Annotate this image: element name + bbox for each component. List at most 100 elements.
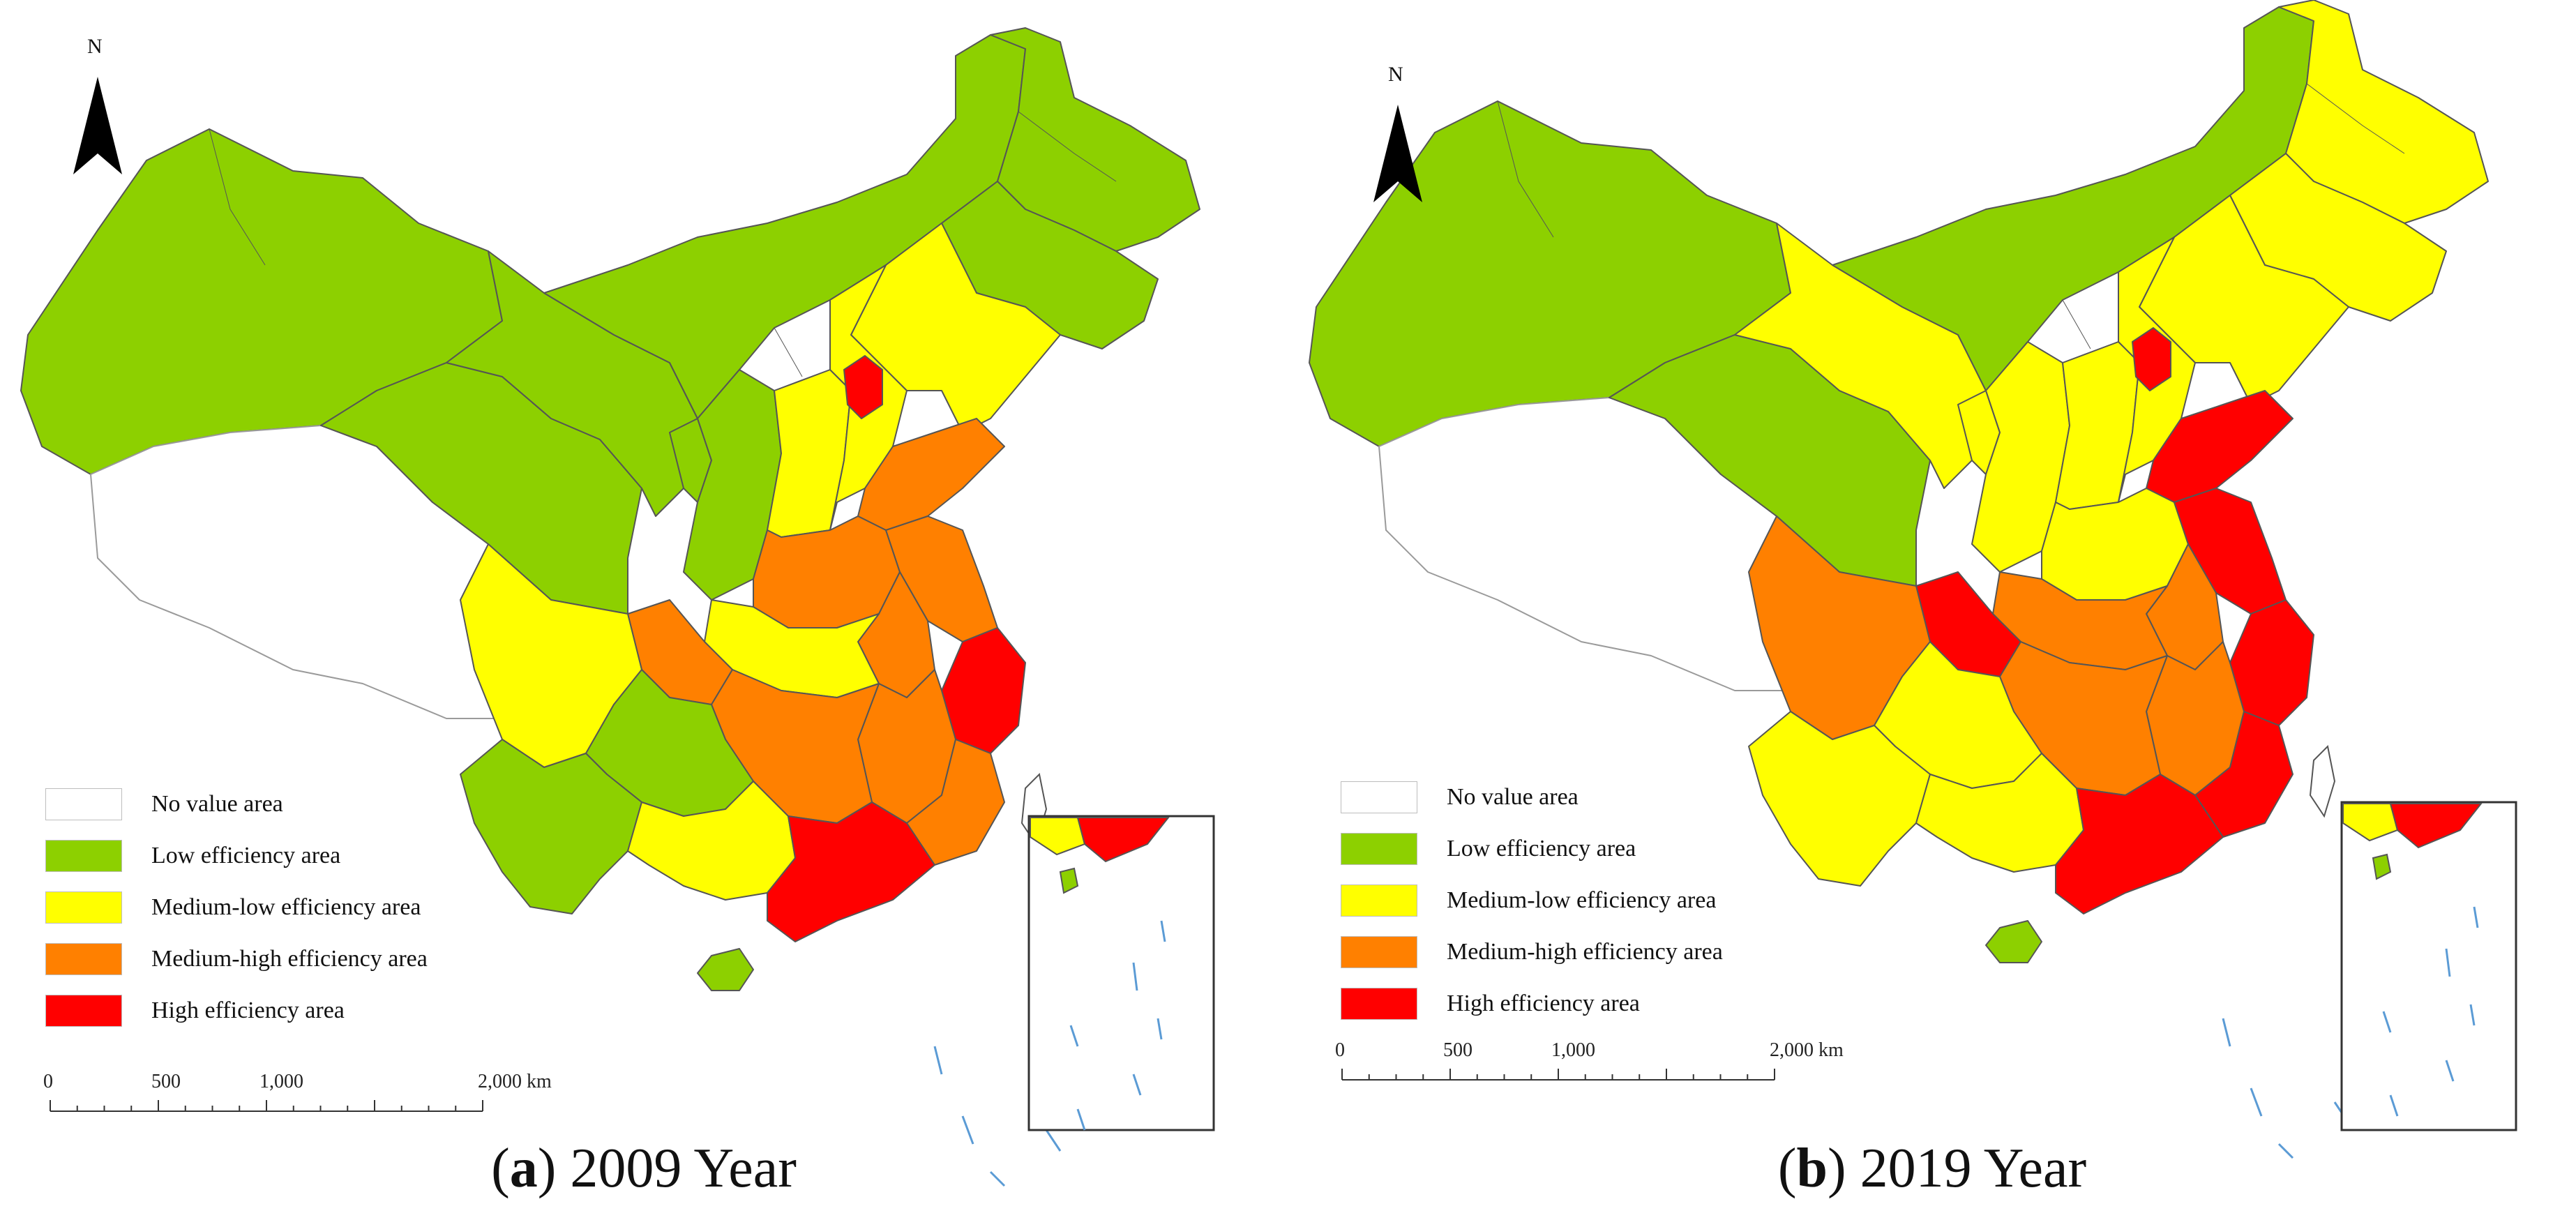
china-map (20, 27, 1215, 1187)
sea-boundary-dash (1045, 1129, 1062, 1152)
scale-label: 1,000 (1551, 1039, 1595, 1061)
scale-label: 0 (43, 1071, 53, 1092)
legend-item: High efficiency area (1341, 988, 1640, 1020)
inset-region (2342, 803, 2399, 842)
scale-label: 2,000 km (1770, 1039, 1844, 1061)
province-heilongjiang (2278, 0, 2489, 224)
province-layer (20, 27, 1200, 1187)
north-arrow-icon (73, 77, 122, 174)
inset-region (2389, 803, 2483, 849)
caption-text: 2009 Year (556, 1138, 797, 1199)
legend-item: Low efficiency area (45, 840, 340, 872)
inset-sea-dash (1069, 1025, 1079, 1047)
inset-sea-dash (2382, 1011, 2392, 1033)
scale-label: 0 (1335, 1039, 1345, 1061)
inset-sea-dash (2473, 906, 2479, 928)
province-beijing (2132, 327, 2171, 391)
legend-label: Medium-low efficiency area (151, 894, 421, 920)
internal-border (2062, 299, 2091, 349)
caption-letter: b (1796, 1138, 1828, 1199)
legend-label: Medium-low efficiency area (1447, 887, 1717, 913)
north-label: N (87, 35, 103, 58)
province-yunnan (1748, 711, 1931, 887)
inset-sea-dash (1132, 1074, 1142, 1096)
inset-region (1076, 817, 1170, 863)
sea-boundary-dash (961, 1115, 974, 1145)
internal-border (362, 177, 419, 224)
inset-region (1030, 817, 1086, 856)
legend-label: High efficiency area (151, 998, 345, 1023)
legend-label: No value area (151, 791, 283, 817)
scale-bar-line (50, 1100, 483, 1112)
legend-label: Low efficiency area (151, 843, 341, 868)
legend-item: High efficiency area (45, 995, 345, 1027)
legend-item: Medium-low efficiency area (1341, 885, 1716, 917)
caption-letter: a (509, 1138, 538, 1199)
legend-swatch (45, 943, 122, 975)
internal-border (1018, 111, 1117, 182)
inset-sea-dash (2445, 948, 2451, 977)
legend-label: Low efficiency area (1447, 836, 1636, 861)
inset-region (2372, 853, 2392, 880)
province-layer (1309, 0, 2489, 1159)
sea-boundary-dash (933, 1046, 943, 1075)
inset-sea-dash (1132, 962, 1138, 991)
legend-swatch (1341, 885, 1417, 917)
legend-swatch (1341, 833, 1417, 865)
province-guangdong (2055, 774, 2224, 914)
legend-label: No value area (1447, 784, 1579, 810)
map-panel-2019: N No value area Low efficiency area Medium… (1288, 0, 2576, 1227)
internal-border (1497, 100, 1554, 238)
china-map (1309, 0, 2517, 1159)
legend-label: Medium-high efficiency area (151, 946, 428, 972)
taiwan-outline (2309, 744, 2336, 818)
inset-sea-dash (1160, 920, 1166, 942)
legend-label: Medium-high efficiency area (1447, 939, 1723, 965)
province-hainan (697, 948, 754, 991)
legend-swatch (45, 891, 122, 924)
internal-border (209, 128, 266, 266)
inset-sea-dash (1157, 1018, 1163, 1040)
inset-sea-dash (2445, 1060, 2455, 1082)
panel-caption: (a) 2009 Year (491, 1138, 797, 1199)
inset-sea-dash (1076, 1108, 1086, 1131)
legend-item: No value area (45, 788, 283, 820)
caption-text: 2019 Year (1846, 1138, 2087, 1199)
internal-border (774, 327, 803, 377)
scale-label: 1,000 (259, 1071, 303, 1092)
legend-item: Medium-low efficiency area (45, 891, 421, 924)
legend-swatch (45, 840, 122, 872)
legend-swatch (1341, 988, 1417, 1020)
legend-swatch (45, 995, 122, 1027)
province-heilongjiang (990, 27, 1200, 252)
map-panel-2009: N No value area Low efficiency area Medium… (20, 27, 1215, 1199)
province-beijing (843, 355, 883, 419)
scale-label: 500 (151, 1071, 181, 1092)
north-arrow-icon (1373, 105, 1422, 202)
inset-sea-dash (2469, 1004, 2476, 1026)
inset-region (1059, 867, 1079, 894)
legend-swatch (1341, 781, 1417, 813)
province-hainan (1985, 920, 2042, 963)
sea-boundary-dash (2277, 1143, 2294, 1159)
legend-swatch (1341, 936, 1417, 968)
legend-item: No value area (1341, 781, 1579, 813)
inset-sea-dash (2389, 1094, 2399, 1117)
scale-label: 2,000 km (478, 1071, 552, 1092)
sea-boundary-dash (989, 1170, 1006, 1187)
legend-item: Medium-high efficiency area (1341, 936, 1723, 968)
sea-boundary-dash (2222, 1018, 2231, 1047)
scale-bar-line (1341, 1069, 1775, 1081)
inset-frame (2340, 801, 2517, 1131)
south-china-sea-inset (1027, 815, 1215, 1131)
panel-caption: (b) 2019 Year (1777, 1138, 2087, 1199)
internal-border (1650, 149, 1708, 196)
province-yunnan (460, 739, 642, 914)
internal-border (2306, 83, 2405, 154)
inset-frame (1027, 815, 1215, 1131)
legend-swatch (45, 788, 122, 820)
legend-label: High efficiency area (1447, 991, 1640, 1016)
province-guangdong (767, 801, 935, 942)
south-china-sea-inset (2340, 801, 2517, 1131)
scale-label: 500 (1443, 1039, 1472, 1061)
